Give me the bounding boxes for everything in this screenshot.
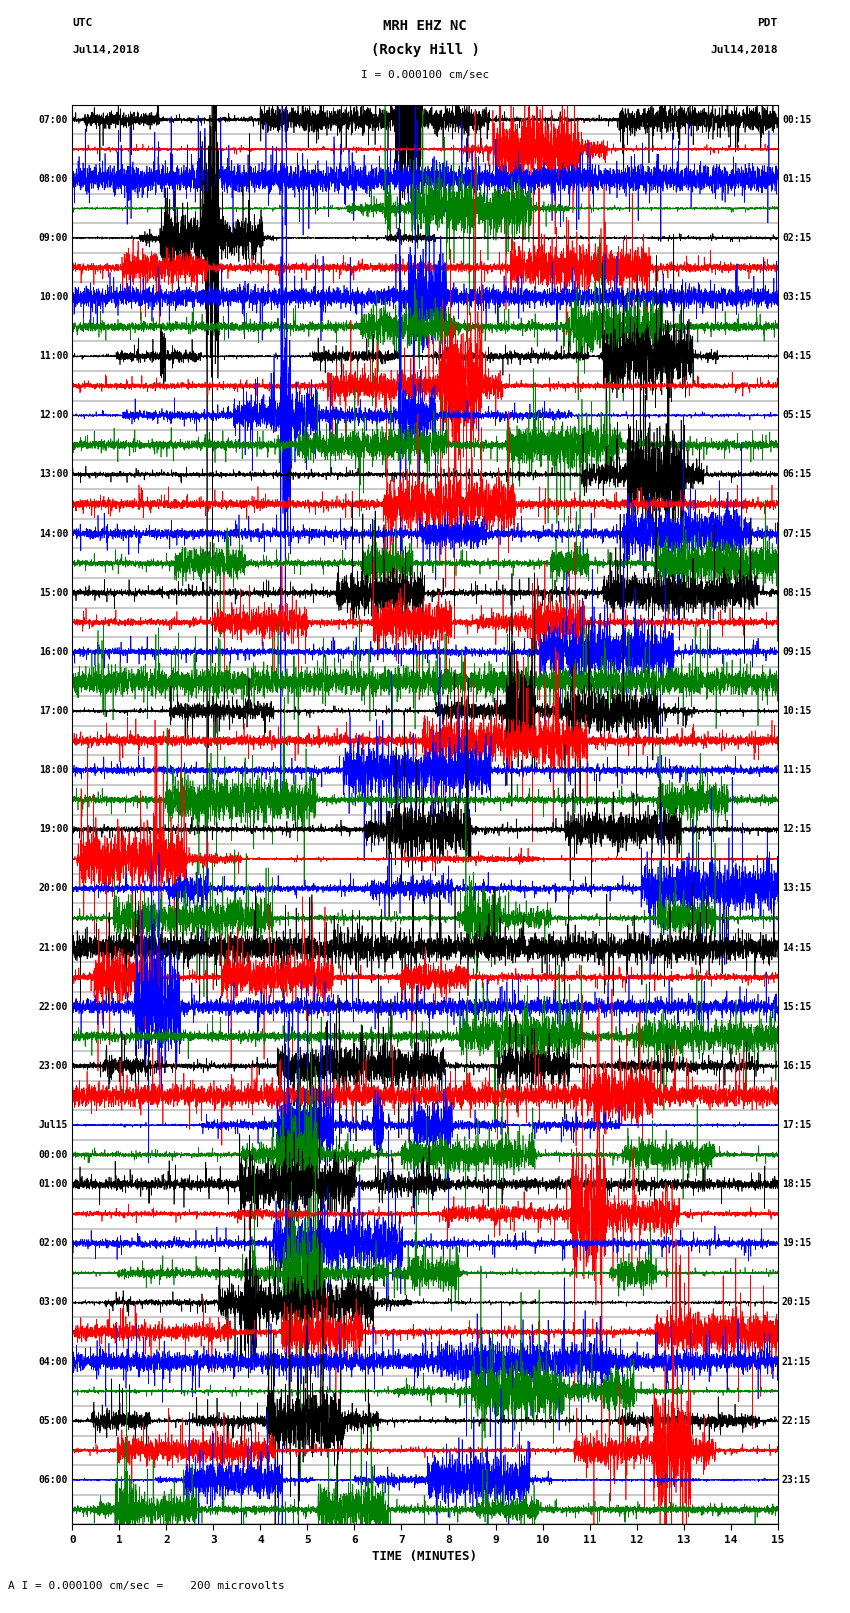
Text: 08:15: 08:15	[782, 587, 812, 598]
Text: 00:00: 00:00	[38, 1150, 68, 1160]
Text: 21:00: 21:00	[38, 942, 68, 953]
Text: 04:00: 04:00	[38, 1357, 68, 1366]
Text: 22:15: 22:15	[782, 1416, 812, 1426]
Text: Jul14,2018: Jul14,2018	[711, 45, 778, 55]
Text: 04:15: 04:15	[782, 352, 812, 361]
Text: 06:15: 06:15	[782, 469, 812, 479]
Text: 07:00: 07:00	[38, 115, 68, 124]
Text: (Rocky Hill ): (Rocky Hill )	[371, 44, 479, 58]
Text: 10:15: 10:15	[782, 706, 812, 716]
Text: 08:00: 08:00	[38, 174, 68, 184]
Text: 23:15: 23:15	[782, 1474, 812, 1486]
Text: 12:15: 12:15	[782, 824, 812, 834]
Text: Jul15: Jul15	[38, 1119, 68, 1131]
Text: 03:15: 03:15	[782, 292, 812, 302]
Text: 22:00: 22:00	[38, 1002, 68, 1011]
Text: 07:15: 07:15	[782, 529, 812, 539]
Text: 20:15: 20:15	[782, 1297, 812, 1308]
Text: 17:15: 17:15	[782, 1119, 812, 1131]
Text: 16:15: 16:15	[782, 1061, 812, 1071]
X-axis label: TIME (MINUTES): TIME (MINUTES)	[372, 1550, 478, 1563]
Text: MRH EHZ NC: MRH EHZ NC	[383, 19, 467, 34]
Text: I = 0.000100 cm/sec: I = 0.000100 cm/sec	[361, 71, 489, 81]
Text: 13:15: 13:15	[782, 884, 812, 894]
Text: UTC: UTC	[72, 18, 93, 27]
Text: 06:00: 06:00	[38, 1474, 68, 1486]
Text: 17:00: 17:00	[38, 706, 68, 716]
Text: 10:00: 10:00	[38, 292, 68, 302]
Text: 05:00: 05:00	[38, 1416, 68, 1426]
Text: 09:15: 09:15	[782, 647, 812, 656]
Text: 09:00: 09:00	[38, 232, 68, 244]
Text: 20:00: 20:00	[38, 884, 68, 894]
Text: 03:00: 03:00	[38, 1297, 68, 1308]
Text: 21:15: 21:15	[782, 1357, 812, 1366]
Text: 11:15: 11:15	[782, 765, 812, 776]
Text: 14:15: 14:15	[782, 942, 812, 953]
Text: 19:15: 19:15	[782, 1239, 812, 1248]
Text: 15:15: 15:15	[782, 1002, 812, 1011]
Text: 19:00: 19:00	[38, 824, 68, 834]
Text: 11:00: 11:00	[38, 352, 68, 361]
Text: 05:15: 05:15	[782, 410, 812, 421]
Text: 14:00: 14:00	[38, 529, 68, 539]
Text: 23:00: 23:00	[38, 1061, 68, 1071]
Text: 13:00: 13:00	[38, 469, 68, 479]
Text: 15:00: 15:00	[38, 587, 68, 598]
Text: 18:15: 18:15	[782, 1179, 812, 1189]
Text: 01:00: 01:00	[38, 1179, 68, 1189]
Text: 16:00: 16:00	[38, 647, 68, 656]
Text: 00:15: 00:15	[782, 115, 812, 124]
Text: 18:00: 18:00	[38, 765, 68, 776]
Text: 02:15: 02:15	[782, 232, 812, 244]
Text: Jul14,2018: Jul14,2018	[72, 45, 139, 55]
Text: PDT: PDT	[757, 18, 778, 27]
Text: 02:00: 02:00	[38, 1239, 68, 1248]
Text: A I = 0.000100 cm/sec =    200 microvolts: A I = 0.000100 cm/sec = 200 microvolts	[8, 1581, 286, 1592]
Text: 12:00: 12:00	[38, 410, 68, 421]
Text: 01:15: 01:15	[782, 174, 812, 184]
